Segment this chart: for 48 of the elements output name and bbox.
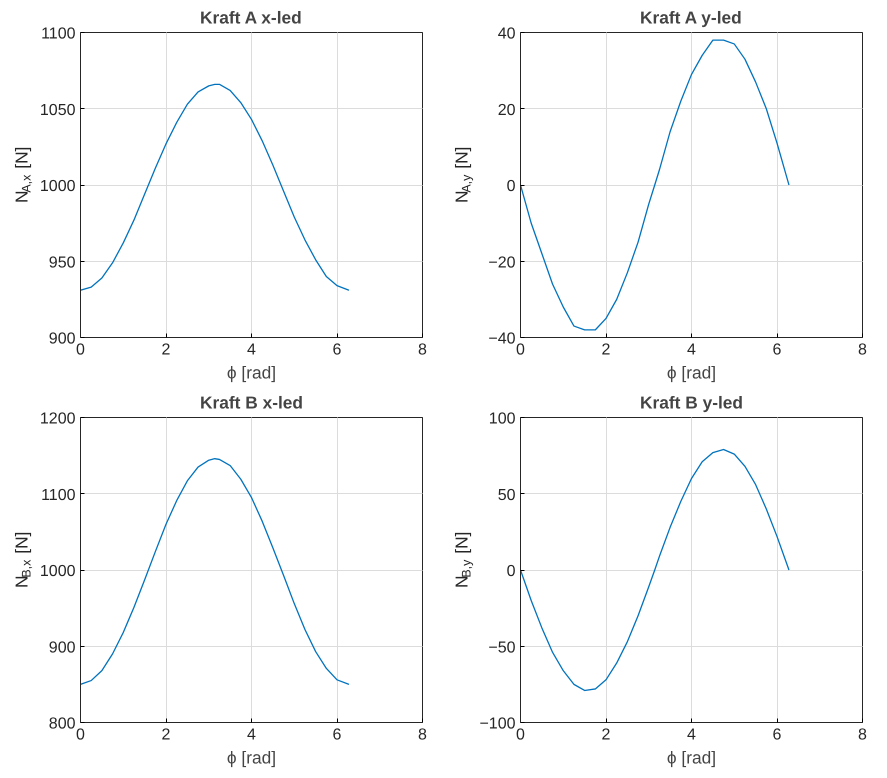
x-axis-title: ϕ [rad]	[226, 748, 276, 768]
y-tick-label: 1200	[40, 410, 76, 428]
y-tick-label: −20	[488, 254, 516, 272]
y-axis-title: NB,y [N]	[452, 532, 474, 588]
x-tick-label: 8	[418, 342, 428, 358]
chart-title: Kraft A x-led	[200, 8, 302, 28]
x-tick-label: 2	[602, 342, 611, 358]
y-tick-label: 1100	[41, 486, 76, 504]
x-tick-label: 4	[247, 342, 256, 358]
x-tick-label: 6	[772, 342, 782, 358]
y-tick-label: 1100	[41, 26, 76, 42]
y-tick-label: 40	[498, 26, 516, 42]
x-tick-label: 6	[332, 342, 342, 358]
y-tick-label: 100	[488, 410, 516, 428]
x-tick-label: 2	[602, 726, 611, 744]
chart-title: Kraft A y-led	[640, 8, 742, 28]
y-tick-label: 20	[498, 102, 516, 119]
y-axis-title: NA,x [N]	[12, 146, 34, 203]
x-axis-title: ϕ [rad]	[666, 748, 716, 768]
x-tick-label: 2	[162, 342, 171, 358]
x-tick-label: 4	[687, 342, 696, 358]
x-tick-label: 4	[687, 726, 696, 744]
x-axis-title: ϕ [rad]	[226, 362, 276, 382]
y-tick-label: 950	[48, 254, 76, 272]
y-tick-label: 50	[498, 486, 516, 504]
chart-title: Kraft B x-led	[200, 392, 304, 412]
y-tick-label: 1050	[40, 102, 76, 119]
y-tick-label: 800	[48, 716, 76, 732]
x-tick-label: 8	[858, 726, 868, 744]
x-tick-label: 8	[858, 342, 868, 358]
x-tick-label: 2	[162, 726, 171, 744]
y-tick-label: 1000	[40, 563, 76, 580]
y-tick-label: 0	[506, 178, 516, 195]
x-axis-title: ϕ [rad]	[666, 362, 716, 382]
y-tick-label: 0	[506, 563, 516, 580]
y-axis-title: NA,y [N]	[452, 146, 474, 203]
x-tick-label: 6	[332, 726, 342, 744]
y-tick-label: 1000	[40, 178, 76, 195]
y-tick-label: −40	[488, 330, 516, 348]
x-tick-label: 6	[772, 726, 782, 744]
y-axis-title: NB,x [N]	[12, 532, 34, 588]
x-tick-label: 4	[247, 726, 256, 744]
y-tick-label: 900	[48, 639, 76, 656]
y-tick-label: −100	[479, 716, 516, 732]
y-tick-label: 900	[48, 330, 76, 348]
y-tick-label: −50	[488, 639, 516, 656]
x-tick-label: 8	[418, 726, 428, 744]
chart-title: Kraft B y-led	[640, 392, 744, 412]
